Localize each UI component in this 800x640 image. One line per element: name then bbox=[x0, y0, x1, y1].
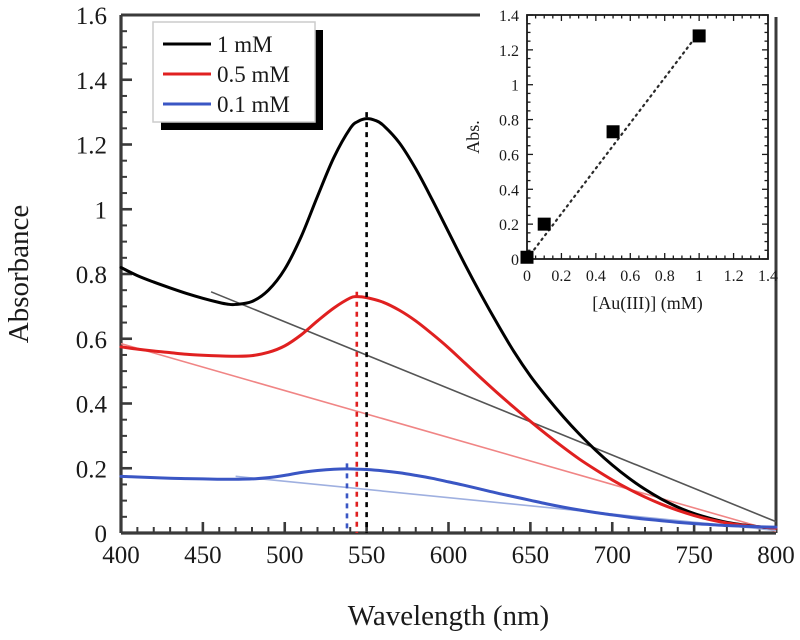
inset-y-tick-label: 0.6 bbox=[499, 147, 519, 164]
y-axis-title: Absorbance bbox=[3, 205, 35, 344]
spectrum-curve bbox=[119, 117, 778, 530]
inset-x-ticks: 0 0.2 0.4 0.6 0.8 1 1.2 1.4 bbox=[523, 15, 778, 285]
baseline-line bbox=[210, 291, 777, 523]
y-tick-label: 1.4 bbox=[76, 68, 108, 95]
spectrum-curve bbox=[119, 467, 778, 529]
inset-data-point bbox=[537, 217, 551, 231]
y-tick-label: 1.2 bbox=[76, 133, 107, 160]
inset-x-tick-label: 0.8 bbox=[655, 268, 675, 285]
inset-y-axis-title: Abs. bbox=[463, 120, 483, 154]
y-tick-label: 0.2 bbox=[76, 456, 107, 483]
x-tick-label: 550 bbox=[348, 542, 386, 569]
inset-x-tick-label: 0.6 bbox=[620, 268, 640, 285]
legend-label: 1 mM bbox=[217, 32, 273, 57]
inset-y-tick-label: 0 bbox=[511, 252, 519, 269]
inset-x-tick-label: 1.2 bbox=[724, 268, 744, 285]
x-tick-label: 500 bbox=[266, 542, 304, 569]
y-tick-label: 0 bbox=[95, 521, 108, 548]
x-tick-label: 800 bbox=[757, 542, 795, 569]
inset-x-tick-label: 0.2 bbox=[551, 268, 571, 285]
x-tick-label: 600 bbox=[430, 542, 468, 569]
x-ticks: 400 450 500 550 600 650 700 750 800 bbox=[102, 522, 795, 569]
y-tick-label: 0.8 bbox=[76, 262, 107, 289]
inset-frame bbox=[526, 14, 769, 260]
y-tick-label: 1.6 bbox=[76, 3, 107, 30]
x-tick-label: 750 bbox=[675, 542, 713, 569]
legend-label: 0.1 mM bbox=[217, 92, 290, 117]
inset-plot: 0 0.2 0.4 0.6 0.8 1 1.2 1.4 0 0.2 0.4 0.6 0.8 1 1.2 1.4… bbox=[463, 8, 778, 314]
x-tick-label: 400 bbox=[102, 542, 140, 569]
inset-y-tick-label: 0.4 bbox=[499, 182, 519, 199]
inset-x-axis-title: [Au(III)] (mM) bbox=[592, 293, 702, 314]
inset-data-point bbox=[692, 29, 706, 43]
inset-x-tick-label: 0 bbox=[523, 268, 531, 285]
legend: 1 mM 0.5 mM 0.1 mM bbox=[152, 21, 323, 130]
baseline-lines bbox=[120, 291, 777, 533]
baseline-line bbox=[120, 342, 777, 533]
inset-x-tick-label: 1 bbox=[695, 268, 703, 285]
inset-y-tick-label: 1.4 bbox=[499, 8, 519, 25]
inset-y-tick-label: 0.8 bbox=[499, 113, 519, 130]
baseline-line bbox=[235, 475, 777, 532]
inset-data-point bbox=[606, 125, 620, 139]
inset-y-ticks: 0 0.2 0.4 0.6 0.8 1 1.2 1.4 bbox=[499, 8, 768, 269]
inset-fit-line bbox=[525, 31, 701, 261]
inset-y-tick-label: 0.2 bbox=[499, 217, 519, 234]
spectra-curves bbox=[119, 117, 778, 530]
inset-x-tick-label: 0.4 bbox=[586, 268, 606, 285]
y-tick-label: 1 bbox=[95, 197, 108, 224]
inset-data-point bbox=[520, 250, 534, 264]
inset-y-tick-label: 1.2 bbox=[499, 43, 519, 60]
y-ticks: 0 0.2 0.4 0.6 0.8 1 1.2 1.4 1.6 bbox=[76, 3, 132, 548]
x-axis-title: Wavelength (nm) bbox=[348, 600, 549, 632]
inset-data-points bbox=[520, 29, 706, 264]
legend-label: 0.5 mM bbox=[217, 62, 290, 87]
x-tick-label: 700 bbox=[594, 542, 632, 569]
x-tick-label: 450 bbox=[184, 542, 222, 569]
main-plot: 400 450 500 550 600 650 700 750 800 0 0.2 0.4 0.6 0.8… bbox=[3, 3, 795, 632]
x-tick-label: 650 bbox=[512, 542, 550, 569]
inset-y-tick-label: 1 bbox=[511, 78, 519, 95]
spectrum-curve bbox=[119, 295, 778, 530]
peak-markers bbox=[345, 112, 368, 533]
inset-x-tick-label: 1.4 bbox=[758, 268, 778, 285]
y-tick-label: 0.4 bbox=[76, 392, 108, 419]
y-tick-label: 0.6 bbox=[76, 327, 107, 354]
